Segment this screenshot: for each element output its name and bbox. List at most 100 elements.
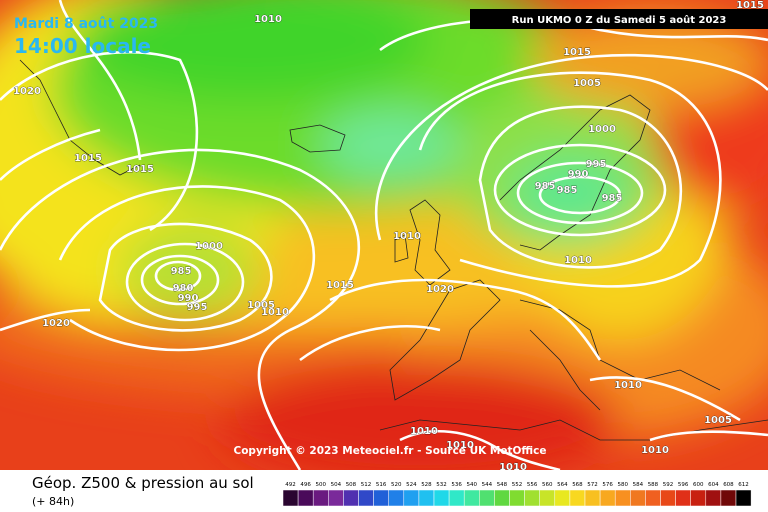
scale-label: 584 bbox=[633, 482, 644, 488]
scale-swatch bbox=[599, 489, 616, 507]
scale-swatch bbox=[282, 489, 299, 507]
scale-swatch bbox=[297, 489, 314, 507]
scale-label: 528 bbox=[421, 482, 432, 488]
isobar-label: 1020 bbox=[426, 284, 454, 295]
scale-swatch bbox=[403, 489, 420, 507]
scale-swatch bbox=[433, 489, 450, 507]
scale-swatch bbox=[509, 489, 525, 507]
scale-swatch bbox=[358, 489, 374, 507]
run: Run UKMO 0 Z du Samedi 5 août 2023 bbox=[512, 14, 727, 26]
isobar-label: 1020 bbox=[13, 86, 41, 97]
isobar-label: 990 bbox=[568, 169, 589, 180]
scale-swatch bbox=[479, 489, 495, 507]
isobar-label: 1010 bbox=[393, 231, 421, 242]
scale-label: 544 bbox=[482, 482, 493, 488]
scale-label: 608 bbox=[723, 482, 734, 488]
isobar-label: 1005 bbox=[704, 415, 732, 426]
scale-swatch bbox=[735, 489, 752, 507]
scale-swatch bbox=[705, 489, 722, 507]
copyright: Copyright © 2023 Meteociel.fr - Source U… bbox=[234, 445, 547, 457]
scale-swatch bbox=[328, 489, 344, 507]
isobar-label: 995 bbox=[187, 302, 208, 313]
isobar-label: 1015 bbox=[736, 0, 764, 11]
scale-label: 568 bbox=[572, 482, 583, 488]
scale-swatch bbox=[720, 489, 737, 507]
isobar-label: 1010 bbox=[261, 307, 289, 318]
run-box bbox=[470, 9, 768, 29]
footer-title: Géop. Z500 & pression au sol bbox=[32, 474, 254, 492]
scale-swatch bbox=[554, 489, 571, 507]
isobar-label: 1000 bbox=[588, 124, 616, 135]
scale-label: 496 bbox=[300, 482, 311, 488]
scale-swatch bbox=[630, 489, 646, 507]
scale-label: 548 bbox=[497, 482, 508, 488]
scale-label: 540 bbox=[467, 482, 478, 488]
isobars bbox=[0, 0, 768, 470]
scale-label: 572 bbox=[587, 482, 598, 488]
scale-swatch bbox=[675, 489, 691, 507]
scale-swatch bbox=[660, 489, 676, 507]
scale-label: 512 bbox=[361, 482, 372, 488]
scale-label: 556 bbox=[527, 482, 538, 488]
isobar-label: 995 bbox=[586, 159, 607, 170]
scale-swatch bbox=[343, 489, 359, 507]
isobar-label: 1010 bbox=[254, 14, 282, 25]
scale-label: 504 bbox=[331, 482, 342, 488]
scale-label: 492 bbox=[285, 482, 296, 488]
scale-swatch bbox=[418, 489, 435, 507]
scale-label: 532 bbox=[436, 482, 447, 488]
time: 14:00 locale bbox=[14, 34, 151, 58]
scale-swatch bbox=[373, 489, 389, 507]
isobar-label: 985 bbox=[557, 185, 578, 196]
isobar-label: 1010 bbox=[564, 255, 592, 266]
scale-label: 604 bbox=[708, 482, 719, 488]
isobar-label: 1010 bbox=[641, 445, 669, 456]
isobar-label: 1010 bbox=[410, 426, 438, 437]
isobar-label: 1005 bbox=[573, 78, 601, 89]
isobar-label: 990 bbox=[178, 293, 199, 304]
scale-label: 516 bbox=[376, 482, 387, 488]
scale-label: 552 bbox=[512, 482, 523, 488]
scale-label: 576 bbox=[602, 482, 613, 488]
scale-label: 520 bbox=[391, 482, 402, 488]
scale-swatch bbox=[690, 489, 707, 507]
scale-swatch bbox=[494, 489, 510, 507]
isobar-label: 985 bbox=[535, 181, 556, 192]
isobar-label: 1015 bbox=[74, 153, 102, 164]
isobar-label: 1005 bbox=[247, 300, 275, 311]
color-scale: 492 496 500 504 508 512 516 520 524 528 532 536 540 5… bbox=[282, 482, 752, 507]
scale-label: 536 bbox=[451, 482, 462, 488]
isobar-label: 1015 bbox=[326, 280, 354, 291]
isobar-label: 1010 bbox=[499, 462, 527, 473]
scale-swatch bbox=[388, 489, 405, 507]
isobar-label: 1020 bbox=[42, 318, 70, 329]
isobar-label: 985 bbox=[602, 193, 623, 204]
scale-label: 600 bbox=[693, 482, 704, 488]
isobar-label: 1015 bbox=[126, 164, 154, 175]
scale-swatch bbox=[463, 489, 480, 507]
isobar-label: 1000 bbox=[195, 241, 223, 252]
scale-label: 500 bbox=[316, 482, 327, 488]
scale-swatch bbox=[312, 489, 329, 507]
isobar-label: 1015 bbox=[563, 47, 591, 58]
isobar-label: 1010 bbox=[614, 380, 642, 391]
scale-swatch bbox=[569, 489, 586, 507]
scale-swatch bbox=[584, 489, 601, 507]
isobar-label: 980 bbox=[173, 283, 194, 294]
scale-label: 564 bbox=[557, 482, 568, 488]
scale-label: 588 bbox=[648, 482, 659, 488]
date: Mardi 8 août 2023 bbox=[14, 16, 158, 32]
scale-swatch bbox=[645, 489, 661, 507]
scale-label: 524 bbox=[406, 482, 417, 488]
scale-swatch bbox=[539, 489, 556, 507]
scale-label: 612 bbox=[738, 482, 749, 488]
scale-label: 592 bbox=[663, 482, 674, 488]
scale-label: 596 bbox=[678, 482, 689, 488]
scale-label: 508 bbox=[346, 482, 357, 488]
isobar-label: 1010 bbox=[446, 440, 474, 451]
scale-label: 580 bbox=[618, 482, 629, 488]
isobar-label: 985 bbox=[171, 266, 192, 277]
